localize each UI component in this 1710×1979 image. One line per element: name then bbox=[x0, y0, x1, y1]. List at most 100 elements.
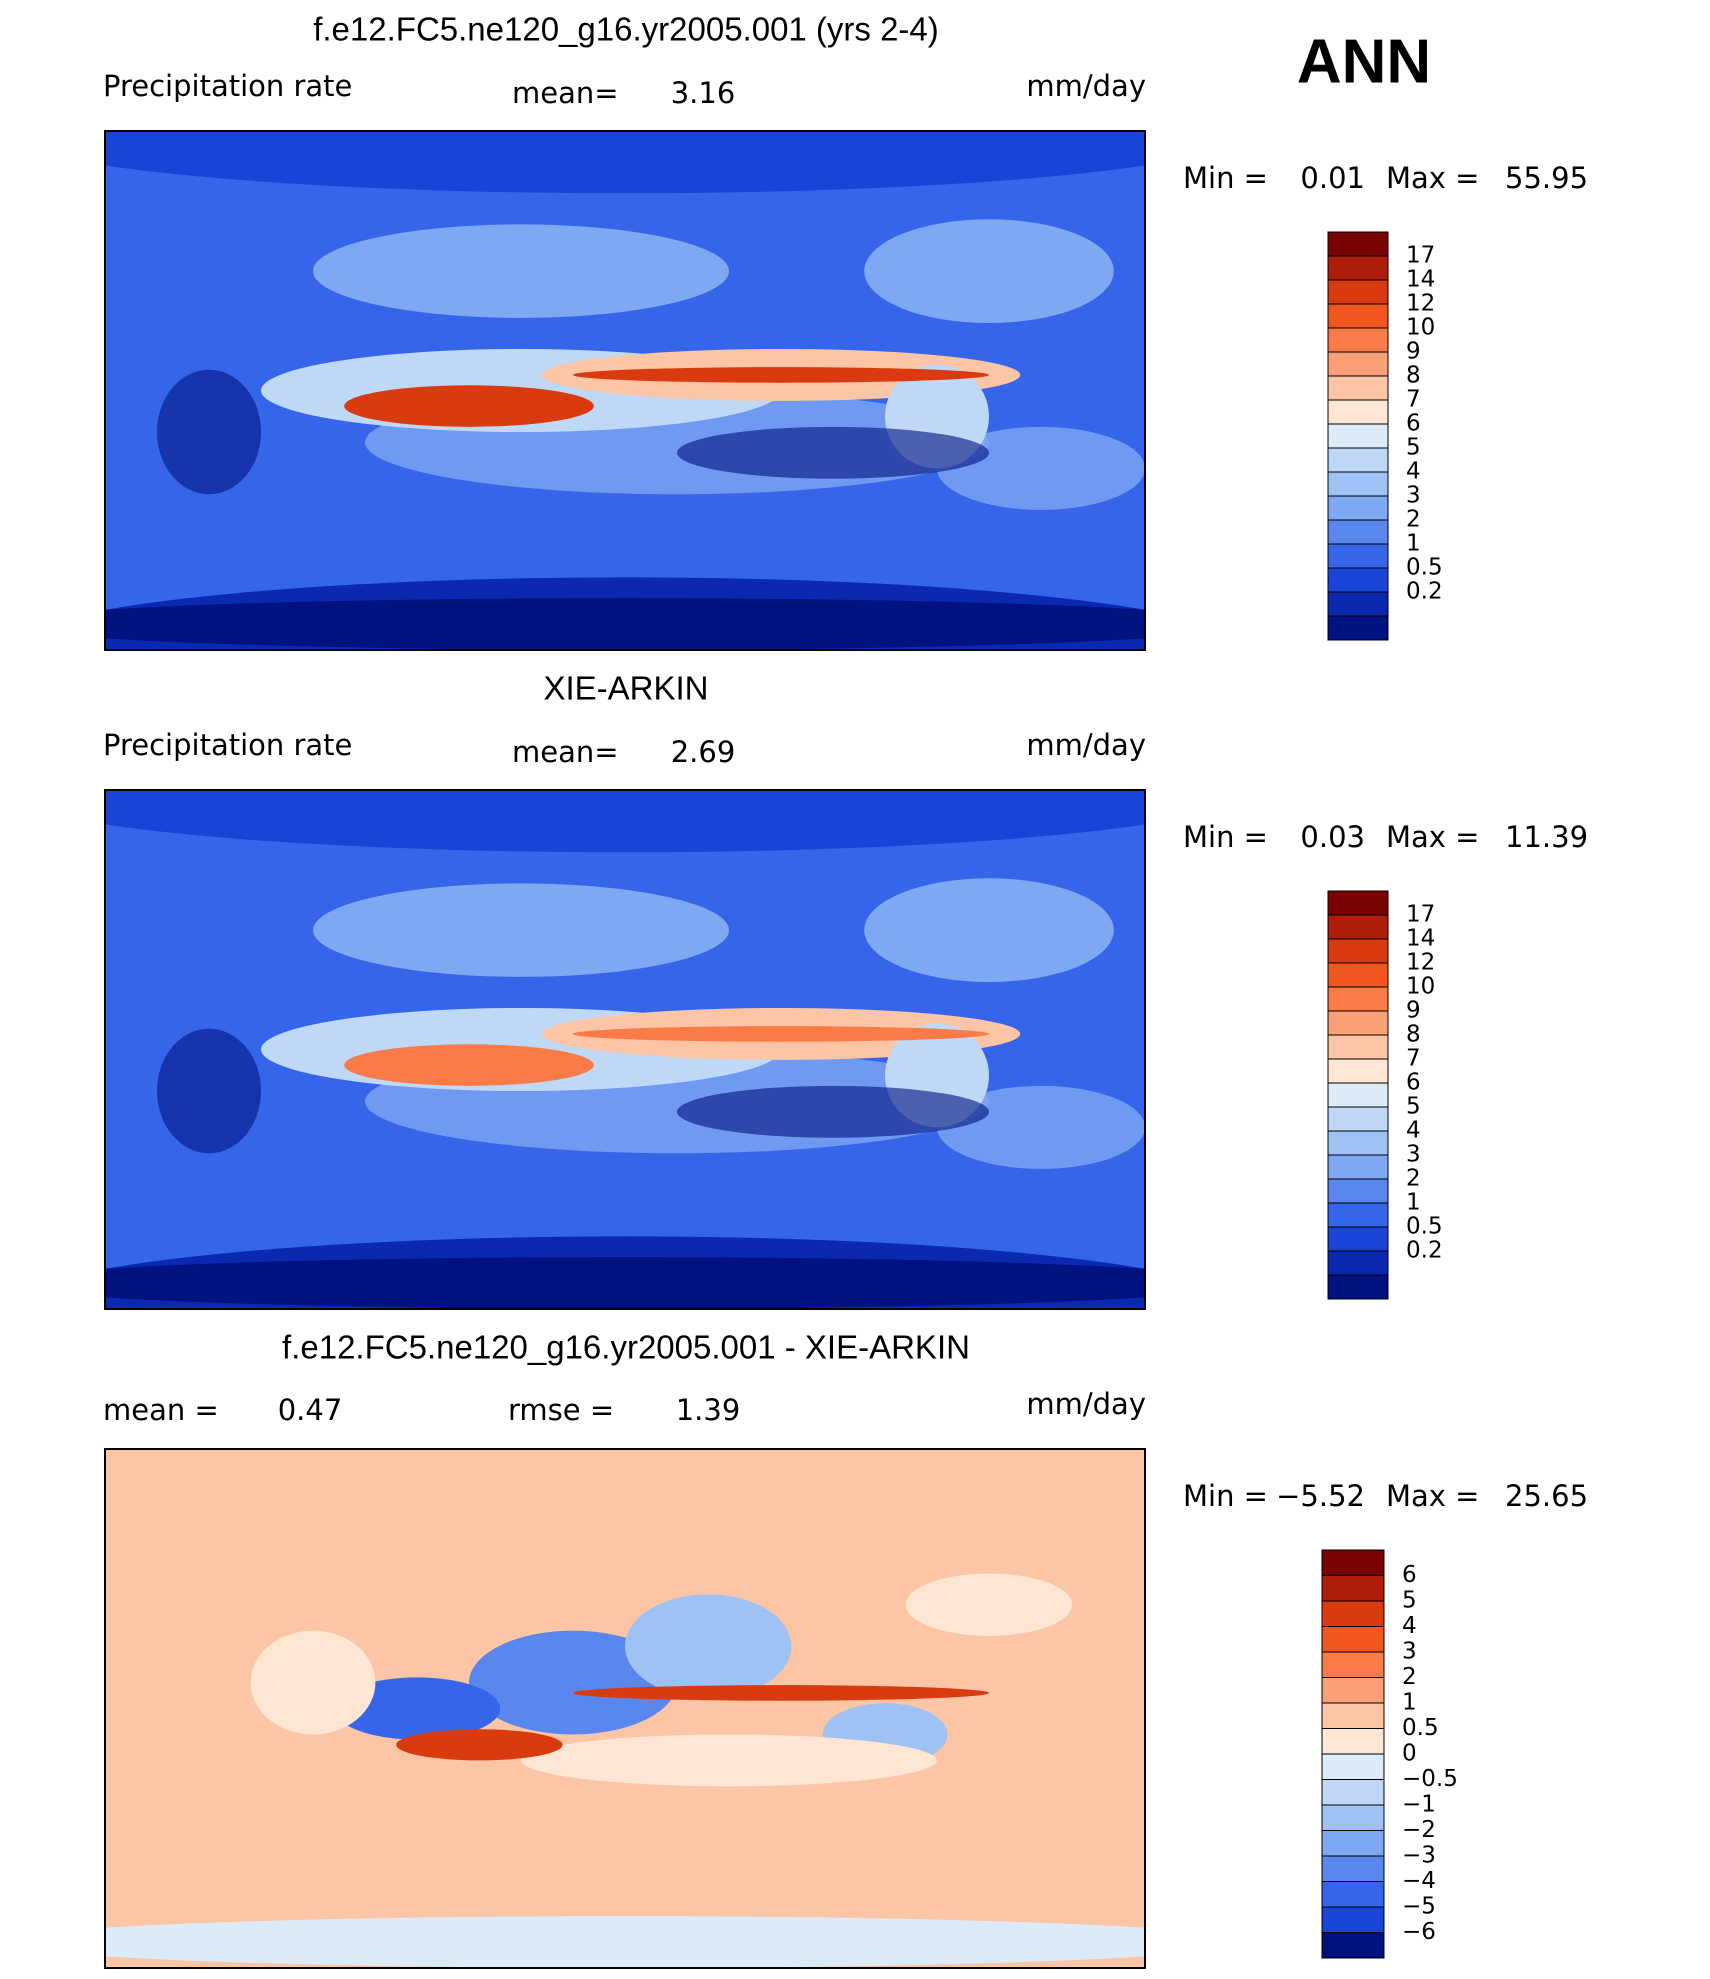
colorbar-label: 17 bbox=[1406, 902, 1435, 928]
colorbar-label: −5 bbox=[1402, 1894, 1436, 1920]
colorbar-box bbox=[1321, 1881, 1385, 1908]
colorbar-box bbox=[1321, 1728, 1385, 1755]
colorbar-box bbox=[1327, 1226, 1389, 1252]
colorbar-box bbox=[1327, 495, 1389, 521]
colorbar-label: 6 bbox=[1406, 1070, 1421, 1096]
colorbar-box bbox=[1327, 1202, 1389, 1228]
colorbar-label: 17 bbox=[1406, 243, 1435, 269]
rmse-label: rmse = bbox=[508, 1393, 614, 1427]
colorbar-label: 4 bbox=[1406, 459, 1421, 485]
colorbar-box bbox=[1321, 1549, 1385, 1576]
colorbar-label: 2 bbox=[1402, 1664, 1417, 1690]
colorbar-box bbox=[1327, 1106, 1389, 1132]
colorbar-label: 7 bbox=[1406, 1046, 1421, 1072]
colorbar-label: 10 bbox=[1406, 974, 1435, 1000]
map-field bbox=[573, 1026, 989, 1042]
map-field bbox=[157, 369, 261, 495]
colorbar-label: 8 bbox=[1406, 1022, 1421, 1048]
colorbar-label: 5 bbox=[1406, 435, 1421, 461]
colorbar-box bbox=[1327, 519, 1389, 545]
colorbar-box bbox=[1327, 543, 1389, 569]
colorbar-label: 8 bbox=[1406, 363, 1421, 389]
colorbar-box bbox=[1327, 423, 1389, 449]
map-frame bbox=[104, 1448, 1146, 1969]
variable-label: Precipitation rate bbox=[103, 728, 352, 762]
mean-value: 2.69 bbox=[671, 735, 736, 769]
colorbar-box bbox=[1321, 1906, 1385, 1933]
max-label: Max = bbox=[1386, 1479, 1479, 1513]
colorbar-box bbox=[1327, 1130, 1389, 1156]
map-field bbox=[105, 790, 1145, 853]
colorbar-label: 9 bbox=[1406, 339, 1421, 365]
colorbar-label: −1 bbox=[1402, 1792, 1436, 1818]
colorbar-label: −3 bbox=[1402, 1843, 1436, 1869]
map-field bbox=[105, 131, 1145, 194]
map bbox=[105, 790, 1145, 1309]
min-label: Min = bbox=[1183, 820, 1268, 854]
map-field bbox=[677, 426, 989, 479]
colorbar-box bbox=[1327, 471, 1389, 497]
units-label: mm/day bbox=[1026, 1387, 1146, 1421]
colorbar-label: −6 bbox=[1402, 1919, 1436, 1945]
units-label: mm/day bbox=[1026, 69, 1146, 103]
map-field bbox=[333, 1677, 501, 1740]
colorbar-label: 6 bbox=[1406, 411, 1421, 437]
colorbar-box bbox=[1321, 1600, 1385, 1627]
map-field bbox=[573, 1685, 989, 1701]
min-label: Min = bbox=[1183, 161, 1268, 195]
mean-label: mean = bbox=[103, 1393, 219, 1427]
max-label: Max = bbox=[1386, 820, 1479, 854]
colorbar-box bbox=[1327, 1178, 1389, 1204]
map-field bbox=[313, 224, 729, 318]
map-field bbox=[313, 883, 729, 977]
colorbar-label: 7 bbox=[1406, 387, 1421, 413]
colorbar-box bbox=[1327, 1010, 1389, 1036]
min-label: Min = bbox=[1183, 1479, 1268, 1513]
colorbar-label: 2 bbox=[1406, 507, 1421, 533]
map bbox=[105, 131, 1145, 650]
variable-label: Precipitation rate bbox=[103, 69, 352, 103]
map-field bbox=[937, 426, 1145, 510]
season-label: ANN bbox=[1297, 27, 1431, 96]
min-value: 0.03 bbox=[1300, 820, 1365, 854]
colorbar-label: 2 bbox=[1406, 1166, 1421, 1192]
colorbar-label: 12 bbox=[1406, 950, 1435, 976]
map-field bbox=[469, 1630, 677, 1735]
colorbar-label: 10 bbox=[1406, 315, 1435, 341]
colorbar-box bbox=[1327, 615, 1389, 641]
colorbar-label: 4 bbox=[1406, 1118, 1421, 1144]
max-value: 55.95 bbox=[1505, 161, 1588, 195]
colorbar-box bbox=[1327, 567, 1389, 593]
colorbar-label: 14 bbox=[1406, 926, 1435, 952]
colorbar-box bbox=[1321, 1626, 1385, 1653]
colorbar-label: 3 bbox=[1406, 1142, 1421, 1168]
mean-value: 3.16 bbox=[671, 76, 736, 110]
colorbar-label: 0.2 bbox=[1406, 579, 1443, 605]
min-value: 0.01 bbox=[1300, 161, 1365, 195]
colorbar-label: 6 bbox=[1402, 1562, 1417, 1588]
map-field bbox=[105, 1257, 1145, 1309]
map-field bbox=[105, 1916, 1145, 1968]
map-field bbox=[937, 1085, 1145, 1169]
colorbar-box bbox=[1327, 375, 1389, 401]
map-field bbox=[105, 598, 1145, 650]
mean-label: mean= bbox=[512, 76, 619, 110]
colorbar-box bbox=[1327, 279, 1389, 305]
panel-title: f.e12.FC5.ne120_g16.yr2005.001 (yrs 2-4) bbox=[313, 11, 939, 48]
map-field bbox=[625, 1594, 792, 1699]
colorbar-label: −0.5 bbox=[1402, 1766, 1458, 1792]
map-field bbox=[905, 1573, 1073, 1636]
colorbar-box bbox=[1321, 1575, 1385, 1602]
colorbar-box bbox=[1321, 1804, 1385, 1831]
colorbar-label: 0.5 bbox=[1402, 1715, 1439, 1741]
colorbar-label: 5 bbox=[1402, 1588, 1417, 1614]
colorbar-box bbox=[1321, 1779, 1385, 1806]
colorbar-label: 0.2 bbox=[1406, 1238, 1443, 1264]
map-field bbox=[677, 1085, 989, 1138]
colorbar-label: 1 bbox=[1402, 1690, 1417, 1716]
colorbar-box bbox=[1327, 255, 1389, 281]
max-label: Max = bbox=[1386, 161, 1479, 195]
colorbar-box bbox=[1327, 1154, 1389, 1180]
colorbar-box bbox=[1327, 914, 1389, 940]
mean-value: 0.47 bbox=[278, 1393, 343, 1427]
